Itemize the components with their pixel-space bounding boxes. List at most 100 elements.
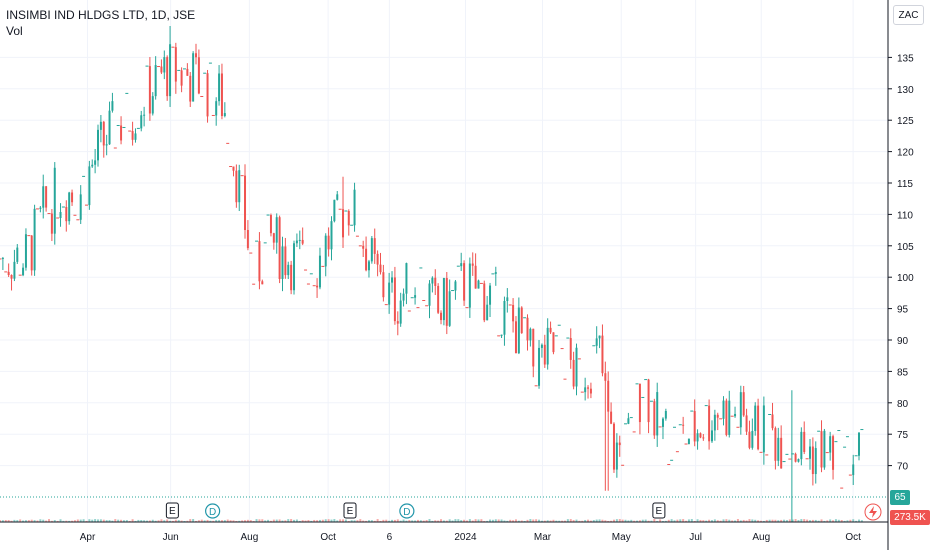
candle-body	[258, 241, 261, 282]
candle-body	[607, 380, 610, 412]
candle-body	[483, 283, 486, 321]
candle-body	[186, 68, 189, 76]
volume-bar	[125, 520, 128, 522]
volume-bar	[163, 520, 166, 522]
candle-body	[437, 285, 440, 313]
volume-bar	[465, 520, 468, 522]
volume-bar	[140, 520, 143, 522]
volume-bar	[333, 519, 336, 522]
y-tick-label: 70	[897, 462, 909, 473]
candle-body	[94, 160, 97, 165]
volume-bar	[229, 520, 232, 522]
candle-body	[174, 47, 177, 82]
volume-bar	[36, 520, 39, 522]
volume-bar	[742, 519, 745, 522]
volume-bar	[223, 520, 226, 522]
candle-body	[287, 264, 290, 276]
candle-body	[638, 383, 641, 423]
candlestick-series	[0, 26, 864, 522]
volume-bar	[555, 520, 558, 522]
dividend-marker-label: D	[209, 507, 216, 518]
candle-body	[460, 263, 463, 267]
volume-bar	[359, 519, 362, 522]
candle-body	[16, 247, 19, 262]
y-tick-label: 135	[897, 53, 914, 64]
candle-body	[111, 101, 114, 111]
volume-bar	[304, 520, 307, 522]
candle-body	[814, 448, 817, 475]
volume-bar	[327, 519, 330, 522]
y-tick-label: 105	[897, 242, 914, 253]
candle-body	[803, 431, 806, 452]
candle-body	[53, 167, 56, 234]
volume-bar	[745, 520, 748, 522]
volume-bar	[365, 520, 368, 522]
volume-bar	[82, 519, 85, 522]
candle-body	[716, 414, 719, 418]
volume-bar	[45, 520, 48, 522]
volume-bar	[71, 520, 74, 522]
flash-icon[interactable]	[864, 503, 882, 521]
volume-bar	[682, 519, 685, 522]
volume-bar	[402, 519, 405, 522]
volume-bar	[373, 520, 376, 522]
volume-bar	[811, 519, 814, 522]
volume-indicator-label[interactable]: Vol	[6, 24, 23, 38]
volume-bar	[710, 520, 713, 522]
volume-bar	[846, 520, 849, 522]
volume-bar	[604, 520, 607, 522]
volume-bar	[670, 519, 673, 522]
volume-bar	[120, 519, 123, 522]
volume-bar	[238, 520, 241, 522]
volume-bar	[607, 520, 610, 522]
volume-bar	[269, 520, 272, 522]
volume-bar	[538, 519, 541, 522]
volume-bar	[480, 519, 483, 522]
volume-bar	[463, 519, 466, 522]
candle-body	[708, 405, 711, 442]
volume-bar	[535, 519, 538, 522]
candle-body	[393, 277, 396, 322]
volume-bar	[716, 520, 719, 522]
volume-bar	[552, 519, 555, 522]
volume-bar	[696, 519, 699, 522]
volume-bar	[4, 520, 7, 522]
candle-body	[820, 431, 823, 468]
volume-bar	[249, 520, 252, 522]
earnings-marker-label: E	[347, 506, 354, 517]
candle-body	[587, 387, 590, 389]
volume-bar	[1, 520, 4, 522]
volume-bar	[137, 519, 140, 522]
candle-body	[710, 430, 713, 442]
volume-bar	[569, 519, 572, 522]
currency-button[interactable]: ZAC	[893, 5, 924, 25]
volume-bar	[0, 520, 1, 522]
volume-bar	[638, 520, 641, 522]
y-tick-label: 100	[897, 273, 914, 284]
volume-bar	[494, 519, 497, 522]
candle-body	[30, 235, 33, 271]
volume-bar	[174, 519, 177, 522]
candle-body	[396, 321, 399, 324]
candle-body	[520, 307, 523, 334]
volume-bar	[324, 519, 327, 522]
volume-bar	[114, 519, 117, 522]
candle-body	[140, 115, 143, 129]
candle-body	[235, 170, 238, 203]
volume-bar	[500, 519, 503, 522]
time-axis: Apr Jun Aug Oct 6 2024 Mar May Jul Aug Oct	[80, 532, 861, 543]
volume-bar	[53, 520, 56, 522]
candle-body	[777, 437, 780, 461]
volume-bar	[641, 519, 644, 522]
volume-bar	[610, 520, 613, 522]
dividend-marker	[399, 503, 415, 519]
volume-bar	[636, 520, 639, 522]
candle-body	[365, 248, 368, 271]
dividend-marker	[205, 503, 221, 519]
volume-bar	[468, 519, 471, 522]
volume-bar	[134, 520, 137, 522]
y-tick-label: 115	[897, 179, 913, 190]
volume-bars	[0, 519, 863, 522]
